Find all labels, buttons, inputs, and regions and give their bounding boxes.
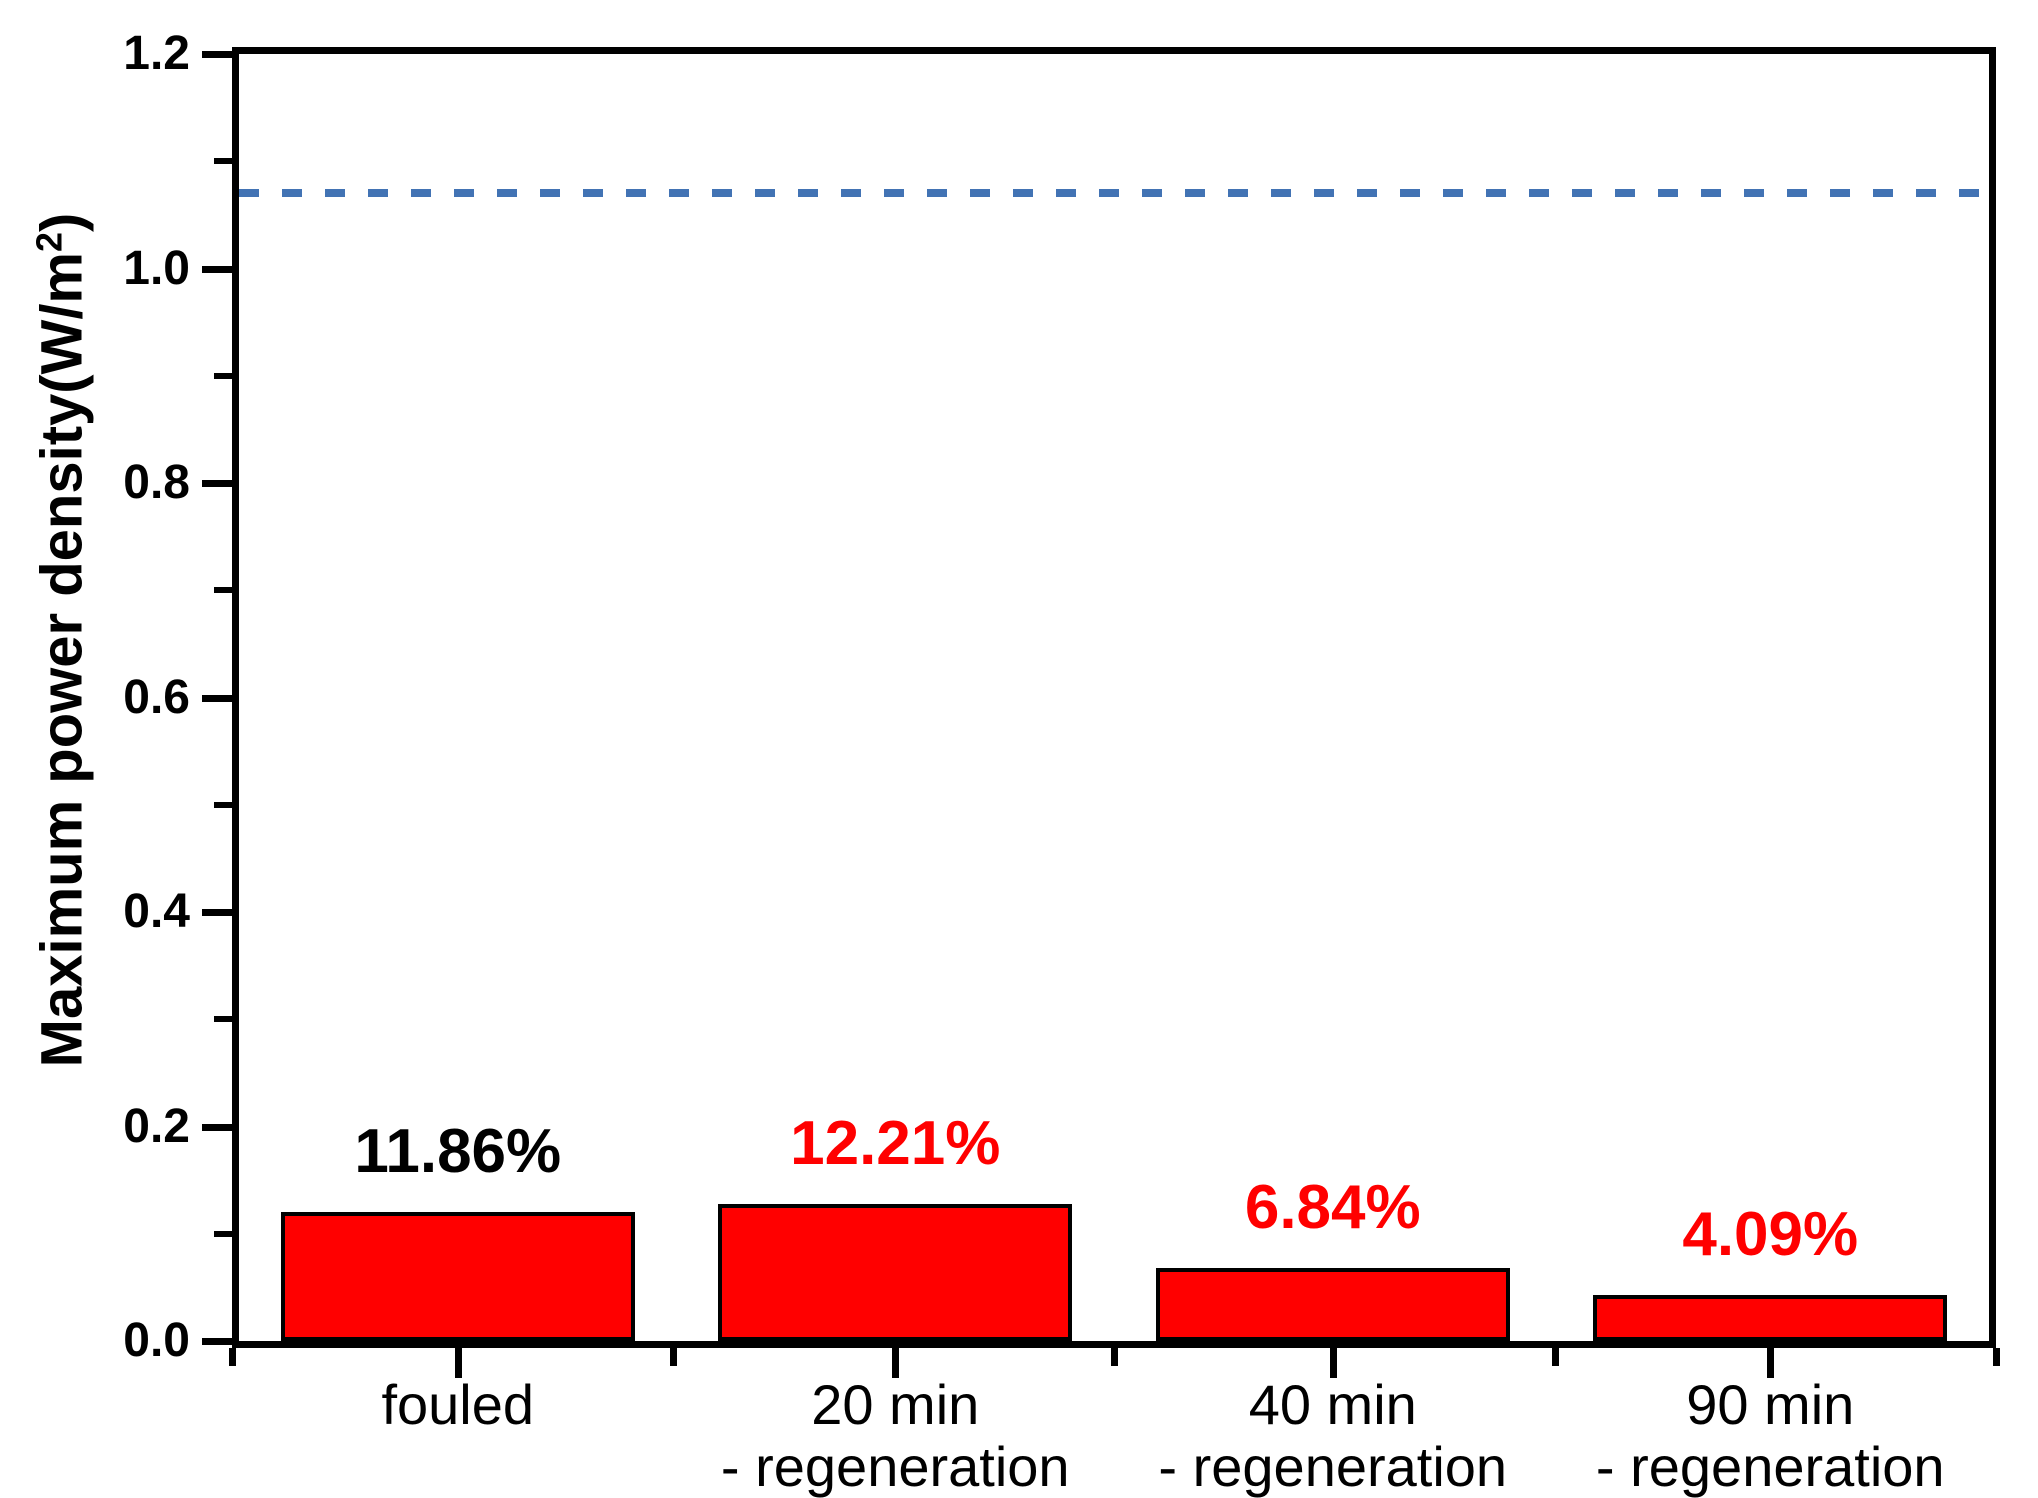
x-category-label: 20 min - regeneration [657,1374,1135,1498]
x-tick [892,1348,900,1378]
y-minor-tick [214,372,232,379]
y-major-tick [202,51,232,58]
y-minor-tick [214,158,232,165]
x-category-label-line2: - regeneration [1158,1435,1508,1498]
plot-area [232,47,1996,1348]
y-tick-label: 1.2 [123,27,190,80]
x-category-label-line1: 40 min [1248,1373,1417,1436]
y-major-tick [202,1338,232,1345]
y-major-tick [202,480,232,487]
x-tick [454,1348,462,1378]
y-tick-label: 0.8 [123,456,190,509]
y-major-tick [202,265,232,273]
x-tick [1329,1348,1337,1378]
x-category-label: fouled [219,1374,697,1436]
y-tick-label: 0.0 [123,1314,190,1367]
y-axis-title-suffix: ) [29,212,95,232]
y-tick-label: 0.4 [123,885,190,938]
x-category-label-line2: - regeneration [720,1435,1070,1498]
y-major-tick [202,909,232,916]
bar-2 [1155,1268,1510,1341]
y-major-tick [202,1123,232,1131]
y-tick-label: 1.0 [123,241,190,295]
x-category-label: 90 min - regeneration [1532,1374,2010,1498]
x-category-label-line1: fouled [381,1373,535,1436]
bar-value-label: 12.21% [790,1108,1001,1178]
bar-1 [718,1203,1073,1341]
bar-0 [280,1212,635,1341]
x-tick [1767,1348,1775,1378]
x-boundary-tick [670,1348,677,1366]
bar-3 [1593,1294,1948,1341]
y-tick-label: 0.6 [123,670,190,724]
x-category-label: 40 min - regeneration [1094,1374,1572,1498]
x-boundary-tick [229,1348,236,1366]
x-boundary-tick [1993,1348,2000,1366]
y-minor-tick [214,1230,232,1237]
y-minor-tick [214,801,232,808]
bar-value-label: 11.86% [354,1117,562,1187]
y-minor-tick [214,587,232,594]
x-category-label-line1: 20 min [811,1373,980,1436]
reference-line [239,189,1989,198]
bar-value-label: 6.84% [1244,1173,1421,1243]
y-axis-title-superscript: 2 [28,231,70,252]
x-boundary-tick [1552,1348,1559,1366]
y-axis-title-text: Maximum power density(W/m [29,251,95,1068]
x-category-label-line2: - regeneration [1595,1435,1945,1498]
y-major-tick [202,694,232,702]
bar-value-label: 4.09% [1682,1199,1859,1269]
x-category-label-line1: 90 min [1686,1373,1855,1436]
y-minor-tick [214,1016,232,1023]
y-tick-label: 0.2 [123,1099,190,1153]
x-boundary-tick [1111,1348,1118,1366]
